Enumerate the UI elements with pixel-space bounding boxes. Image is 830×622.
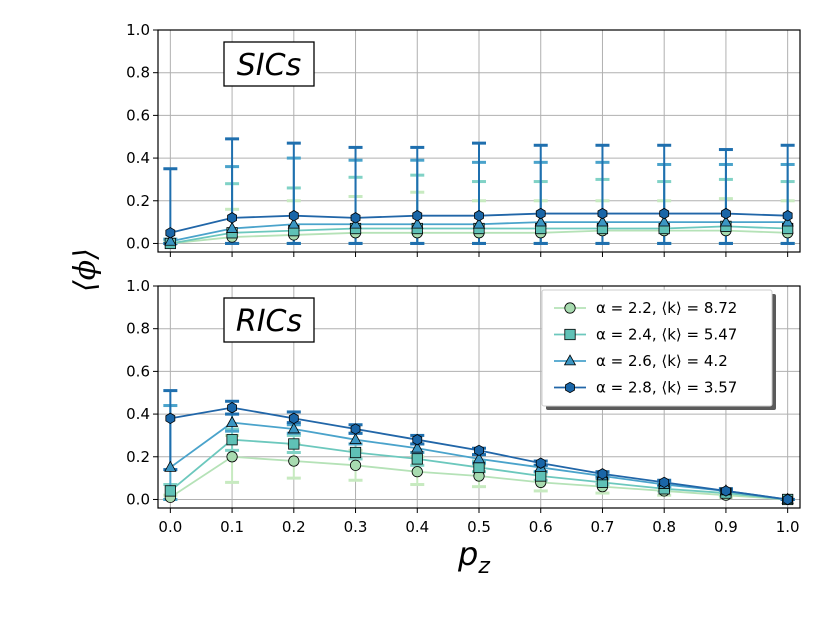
x-axis-label: pz <box>457 535 490 579</box>
legend-box <box>541 289 773 407</box>
data-point <box>350 212 361 224</box>
annotation-text: RICs <box>236 304 302 339</box>
data-point <box>349 459 362 471</box>
data-point <box>227 212 237 224</box>
data-point <box>349 432 362 444</box>
data-point <box>535 470 547 482</box>
y-tick-label: 1.0 <box>126 277 150 295</box>
legend-label: α = 2.8, ⟨k⟩ = 3.57 <box>596 379 737 397</box>
data-point <box>658 215 671 227</box>
x-tick-label: 0.6 <box>529 518 553 536</box>
y-tick-label: 0.4 <box>126 405 150 423</box>
data-point <box>412 210 423 222</box>
data-point <box>411 453 423 465</box>
data-point <box>534 215 547 227</box>
panel-rics: 0.0 0.1 0.2 0.3 0.4 0.5 0.6 0.7 0.8 0.9 1.0 0.0 0.2 0… <box>126 277 801 536</box>
data-point <box>225 415 239 427</box>
data-point <box>472 452 486 464</box>
data-point <box>226 434 238 446</box>
data-point <box>411 217 424 229</box>
data-point <box>412 434 423 446</box>
y-tick-label: 1.0 <box>126 21 150 39</box>
data-point <box>227 402 237 414</box>
data-point <box>287 422 300 434</box>
annotation-box <box>223 297 315 343</box>
data-point <box>721 207 731 220</box>
data-point <box>288 455 300 467</box>
y-tick-label: 0.2 <box>126 448 150 466</box>
data-point <box>474 210 484 222</box>
y-tick-label: 0.6 <box>126 362 150 380</box>
legend-label: α = 2.4, ⟨k⟩ = 5.47 <box>596 326 737 344</box>
legend-marker <box>565 381 575 394</box>
data-point <box>349 446 362 459</box>
data-point <box>597 207 608 220</box>
data-point <box>597 468 608 480</box>
axes-frame <box>157 29 801 253</box>
data-point <box>165 227 176 239</box>
legend-marker <box>564 302 576 314</box>
x-axis-label-main: p <box>457 535 478 573</box>
data-point <box>472 217 486 229</box>
x-tick-label: 0.4 <box>405 518 429 536</box>
y-tick-label: 0.2 <box>126 192 150 210</box>
y-tick-label: 0.4 <box>126 149 150 167</box>
annotation-box <box>223 41 315 87</box>
data-point <box>596 215 609 227</box>
data-point <box>782 210 793 222</box>
legend-label: α = 2.2, ⟨k⟩ = 8.72 <box>596 299 737 317</box>
axes-frame <box>157 285 801 509</box>
data-point <box>782 493 793 506</box>
x-tick-label: 0.2 <box>282 518 306 536</box>
x-tick-label: 1.0 <box>776 518 800 536</box>
data-point <box>411 466 423 478</box>
x-tick-label: 0.7 <box>591 518 615 536</box>
annotation-text: SICs <box>237 48 301 83</box>
x-tick-label: 0.3 <box>344 518 368 536</box>
data-point <box>287 217 300 229</box>
data-point <box>164 460 177 472</box>
data-point <box>474 444 484 457</box>
data-point <box>719 215 733 227</box>
data-point <box>288 438 300 450</box>
data-point <box>411 441 424 453</box>
data-point <box>659 476 670 489</box>
data-point <box>225 221 239 233</box>
data-point <box>165 412 176 425</box>
x-tick-label: 0.9 <box>714 518 738 536</box>
x-axis-label-sub: z <box>477 554 490 579</box>
data-point <box>535 457 546 469</box>
data-point <box>164 234 177 246</box>
data-point <box>659 207 670 220</box>
data-point <box>164 485 176 497</box>
data-point <box>226 451 238 463</box>
data-point <box>288 210 299 222</box>
panel-sics: 0.0 0.2 0.4 0.6 0.8 1.0 SICs <box>126 21 801 257</box>
x-tick-label: 0.8 <box>652 518 676 536</box>
y-axis-label: ⟨ϕ⟩ <box>68 248 103 292</box>
y-tick-label: 0.0 <box>126 234 150 252</box>
data-point <box>721 485 731 497</box>
y-tick-label: 0.6 <box>126 106 150 124</box>
data-point <box>350 423 361 435</box>
legend-marker <box>563 354 577 366</box>
y-tick-label: 0.8 <box>126 64 150 82</box>
legend-label: α = 2.6, ⟨k⟩ = 4.2 <box>596 352 728 370</box>
data-point <box>535 207 546 220</box>
y-tick-label: 0.8 <box>126 320 150 338</box>
data-point <box>473 461 485 474</box>
data-point <box>288 412 299 425</box>
legend-marker <box>564 328 576 341</box>
x-tick-label: 0.1 <box>220 518 244 536</box>
y-tick-label: 0.0 <box>126 490 150 508</box>
x-tick-label: 0.0 <box>158 518 182 536</box>
x-tick-label: 0.5 <box>467 518 491 536</box>
